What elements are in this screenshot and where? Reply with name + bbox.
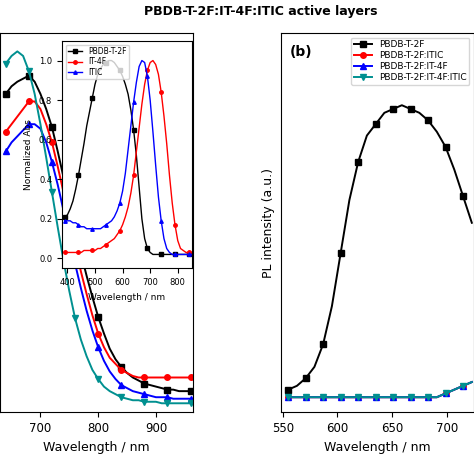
PBDB-T-2F xyxy=(311,364,317,370)
PBDB-T-2F xyxy=(460,193,466,199)
Text: (b): (b) xyxy=(290,45,313,59)
PBDB-T-2F xyxy=(303,375,309,381)
PBDB-T-2F:ITIC xyxy=(417,394,422,400)
PBDB-T-2F:ITIC xyxy=(294,394,300,400)
X-axis label: Wavelength / nm: Wavelength / nm xyxy=(324,441,430,454)
PBDB-T-2F xyxy=(408,106,413,112)
PBDB-T-2F:IT-4F xyxy=(338,394,344,400)
PBDB-T-2F:ITIC xyxy=(329,394,335,400)
PBDB-T-2F:ITIC xyxy=(434,394,440,400)
PBDB-T-2F xyxy=(373,121,378,127)
PBDB-T-2F xyxy=(329,303,335,309)
X-axis label: Wavelength / nm: Wavelength / nm xyxy=(44,441,150,454)
PBDB-T-2F xyxy=(356,159,361,165)
PBDB-T-2F xyxy=(469,220,474,226)
PBDB-T-2F:IT-4F:ITIC xyxy=(460,383,466,389)
PBDB-T-2F xyxy=(399,102,405,108)
PBDB-T-2F:IT-4F xyxy=(364,394,370,400)
PBDB-T-2F xyxy=(417,110,422,116)
PBDB-T-2F:ITIC xyxy=(443,391,448,396)
PBDB-T-2F xyxy=(443,144,448,150)
PBDB-T-2F:ITIC xyxy=(320,394,326,400)
PBDB-T-2F:IT-4F:ITIC xyxy=(294,394,300,400)
PBDB-T-2F xyxy=(451,167,457,173)
PBDB-T-2F xyxy=(285,387,291,392)
PBDB-T-2F:ITIC xyxy=(425,394,431,400)
PBDB-T-2F:ITIC xyxy=(303,394,309,400)
PBDB-T-2F:IT-4F xyxy=(311,394,317,400)
Line: PBDB-T-2F:ITIC: PBDB-T-2F:ITIC xyxy=(285,379,474,400)
PBDB-T-2F:ITIC xyxy=(285,394,291,400)
Legend: PBDB-T-2F, PBDB-T-2F:ITIC, PBDB-T-2F:IT-4F, PBDB-T-2F:IT-4F:ITIC: PBDB-T-2F, PBDB-T-2F:ITIC, PBDB-T-2F:IT-… xyxy=(351,38,469,84)
PBDB-T-2F:ITIC xyxy=(460,383,466,389)
PBDB-T-2F:IT-4F:ITIC xyxy=(329,394,335,400)
PBDB-T-2F:ITIC xyxy=(469,379,474,385)
PBDB-T-2F:IT-4F:ITIC xyxy=(356,394,361,400)
PBDB-T-2F:IT-4F xyxy=(469,379,474,385)
PBDB-T-2F:ITIC xyxy=(311,394,317,400)
PBDB-T-2F:ITIC xyxy=(408,394,413,400)
PBDB-T-2F:IT-4F:ITIC xyxy=(425,394,431,400)
PBDB-T-2F:ITIC xyxy=(451,387,457,392)
Text: PBDB-T-2F:IT-4F:ITIC active layers: PBDB-T-2F:IT-4F:ITIC active layers xyxy=(144,5,377,18)
PBDB-T-2F:IT-4F xyxy=(399,394,405,400)
PBDB-T-2F:IT-4F:ITIC xyxy=(469,379,474,385)
PBDB-T-2F:IT-4F:ITIC xyxy=(346,394,352,400)
PBDB-T-2F:IT-4F:ITIC xyxy=(338,394,344,400)
PBDB-T-2F:IT-4F xyxy=(356,394,361,400)
PBDB-T-2F:IT-4F:ITIC xyxy=(408,394,413,400)
Line: PBDB-T-2F:IT-4F:ITIC: PBDB-T-2F:IT-4F:ITIC xyxy=(285,379,474,400)
PBDB-T-2F xyxy=(390,106,396,112)
PBDB-T-2F:IT-4F:ITIC xyxy=(399,394,405,400)
PBDB-T-2F:IT-4F xyxy=(434,394,440,400)
PBDB-T-2F:IT-4F xyxy=(451,387,457,392)
PBDB-T-2F:IT-4F:ITIC xyxy=(390,394,396,400)
PBDB-T-2F:ITIC xyxy=(356,394,361,400)
Line: PBDB-T-2F: PBDB-T-2F xyxy=(285,102,474,392)
PBDB-T-2F:IT-4F:ITIC xyxy=(434,394,440,400)
PBDB-T-2F:IT-4F xyxy=(460,383,466,389)
PBDB-T-2F:IT-4F:ITIC xyxy=(364,394,370,400)
Y-axis label: PL intensity (a.u.): PL intensity (a.u.) xyxy=(262,168,275,278)
PBDB-T-2F:IT-4F xyxy=(329,394,335,400)
PBDB-T-2F:IT-4F xyxy=(346,394,352,400)
PBDB-T-2F:IT-4F xyxy=(285,394,291,400)
PBDB-T-2F:IT-4F:ITIC xyxy=(311,394,317,400)
PBDB-T-2F:IT-4F:ITIC xyxy=(285,394,291,400)
PBDB-T-2F:ITIC xyxy=(390,394,396,400)
PBDB-T-2F:IT-4F xyxy=(425,394,431,400)
PBDB-T-2F:IT-4F xyxy=(382,394,387,400)
PBDB-T-2F xyxy=(346,197,352,203)
PBDB-T-2F xyxy=(364,133,370,138)
PBDB-T-2F:ITIC xyxy=(399,394,405,400)
PBDB-T-2F:ITIC xyxy=(382,394,387,400)
PBDB-T-2F:IT-4F:ITIC xyxy=(417,394,422,400)
PBDB-T-2F:IT-4F:ITIC xyxy=(443,391,448,396)
PBDB-T-2F:IT-4F:ITIC xyxy=(451,387,457,392)
PBDB-T-2F:IT-4F xyxy=(408,394,413,400)
PBDB-T-2F:ITIC xyxy=(346,394,352,400)
PBDB-T-2F:IT-4F:ITIC xyxy=(373,394,378,400)
PBDB-T-2F:ITIC xyxy=(364,394,370,400)
PBDB-T-2F:IT-4F:ITIC xyxy=(320,394,326,400)
PBDB-T-2F xyxy=(320,341,326,347)
PBDB-T-2F:IT-4F xyxy=(417,394,422,400)
PBDB-T-2F:ITIC xyxy=(373,394,378,400)
PBDB-T-2F:IT-4F:ITIC xyxy=(303,394,309,400)
PBDB-T-2F xyxy=(338,250,344,256)
PBDB-T-2F:IT-4F:ITIC xyxy=(382,394,387,400)
PBDB-T-2F:IT-4F xyxy=(320,394,326,400)
PBDB-T-2F:ITIC xyxy=(338,394,344,400)
PBDB-T-2F:IT-4F xyxy=(373,394,378,400)
PBDB-T-2F:IT-4F xyxy=(443,391,448,396)
PBDB-T-2F:IT-4F xyxy=(294,394,300,400)
PBDB-T-2F:IT-4F xyxy=(390,394,396,400)
PBDB-T-2F xyxy=(434,129,440,135)
PBDB-T-2F xyxy=(382,110,387,116)
PBDB-T-2F:IT-4F xyxy=(303,394,309,400)
Line: PBDB-T-2F:IT-4F: PBDB-T-2F:IT-4F xyxy=(285,379,474,400)
PBDB-T-2F xyxy=(294,383,300,389)
PBDB-T-2F xyxy=(425,118,431,123)
